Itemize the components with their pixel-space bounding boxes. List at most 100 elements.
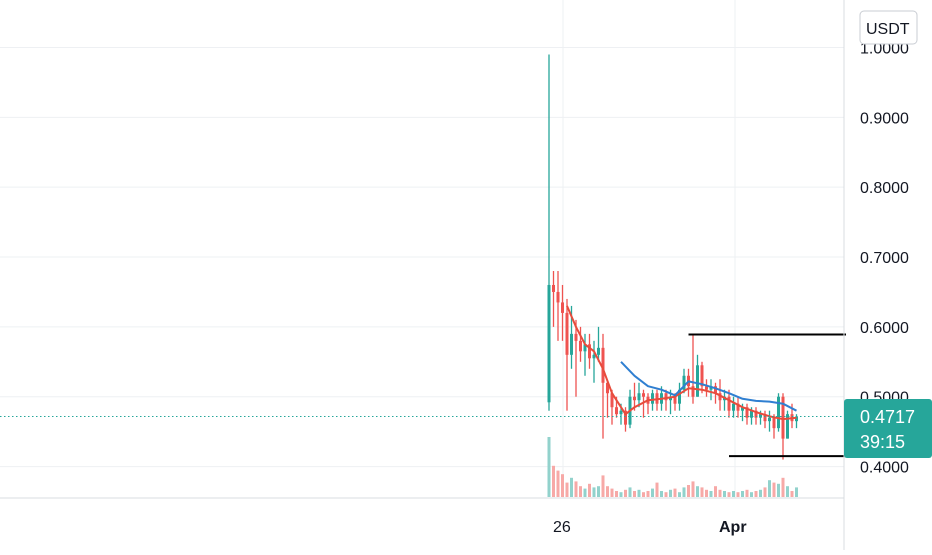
candle-body	[777, 396, 780, 429]
candle	[592, 340, 596, 383]
volume-bar	[624, 489, 627, 497]
candle-body	[583, 344, 587, 352]
volume-bar	[678, 492, 681, 497]
candle-body	[624, 410, 627, 425]
candle-body	[795, 416, 798, 422]
volume-bar	[700, 487, 704, 497]
candle	[696, 354, 699, 397]
moving-average-fast-line	[566, 305, 797, 421]
candle	[606, 382, 609, 418]
candle-body	[682, 375, 686, 390]
candle	[732, 396, 735, 418]
volume-bar	[736, 492, 740, 497]
volume-bar	[669, 489, 672, 497]
volume-bar	[561, 474, 564, 497]
candle-body	[727, 396, 731, 411]
time-axis-tick-label: 26	[553, 519, 571, 536]
time-axis-tick-label: Apr	[719, 519, 747, 536]
candle-body	[606, 382, 609, 394]
candle	[736, 396, 740, 418]
candle	[727, 389, 731, 418]
candle	[556, 271, 560, 341]
candle	[777, 393, 780, 432]
candle-body	[642, 393, 645, 397]
candle-body	[570, 333, 573, 355]
candle	[682, 368, 686, 394]
candle	[678, 382, 681, 411]
current-price-value: 0.4717	[860, 407, 915, 427]
currency-button-label[interactable]: USDT	[866, 21, 910, 38]
candle-body	[556, 291, 560, 303]
price-axis-tick-label: 0.9000	[860, 110, 909, 127]
volume-bar	[772, 482, 776, 497]
candle-body	[664, 393, 668, 401]
price-axis-tick-label: 0.7000	[860, 250, 909, 267]
volume-bar	[754, 491, 758, 497]
candle	[700, 361, 704, 394]
candle-body	[718, 393, 722, 401]
candle	[705, 379, 708, 397]
price-axis[interactable]: 1.00000.90000.80000.70000.60000.50000.40…	[860, 40, 909, 476]
candle-body	[673, 396, 677, 404]
candle	[768, 410, 771, 432]
volume-bar	[610, 488, 614, 497]
volume-bar	[759, 489, 762, 497]
candle-body	[705, 386, 708, 390]
volume-bar	[691, 481, 695, 497]
volume-bar	[655, 482, 659, 497]
volume-bar	[583, 488, 587, 497]
candle	[597, 326, 600, 362]
volume-bar	[601, 475, 605, 497]
candle-body	[754, 410, 758, 418]
current-price-label: 0.4717 39:15	[844, 399, 932, 458]
candle	[588, 333, 591, 369]
candle	[610, 389, 614, 425]
candle-body	[565, 312, 569, 355]
candle-body	[772, 417, 776, 429]
candle-body	[763, 414, 767, 422]
currency-button[interactable]: USDT	[859, 10, 918, 45]
candle	[786, 410, 789, 439]
volume-bar	[570, 477, 573, 497]
candle	[691, 333, 695, 404]
price-axis-tick-label: 1.0000	[860, 40, 909, 57]
volume-bar	[588, 483, 591, 497]
price-axis-tick-label: 0.4000	[860, 460, 909, 477]
volume-bar	[723, 491, 726, 497]
candle	[709, 379, 713, 401]
volume-bar	[642, 492, 645, 497]
candle	[552, 271, 555, 327]
candle-body	[709, 386, 713, 390]
volume-bar	[795, 487, 798, 497]
volume-bar	[673, 488, 677, 497]
volume-bar	[651, 488, 654, 497]
candle-body	[736, 403, 740, 411]
candle-body	[669, 396, 672, 401]
moving-averages	[566, 305, 797, 421]
currency-button-box[interactable]	[859, 10, 918, 45]
candle	[579, 326, 582, 362]
candle-body	[552, 284, 555, 292]
volume-bar	[619, 492, 623, 497]
candle	[642, 389, 645, 418]
candle	[561, 284, 564, 341]
candle	[574, 319, 578, 397]
price-axis-tick-label: 0.6000	[860, 320, 909, 337]
candle-body	[610, 393, 614, 408]
volume-bar	[565, 482, 569, 497]
candle-body	[786, 414, 789, 439]
volume-bar	[790, 491, 794, 497]
volume-bar	[786, 486, 789, 497]
volume-bar	[628, 487, 632, 497]
volume-bar	[714, 486, 717, 497]
candle-body	[561, 302, 564, 313]
candle-body	[678, 389, 681, 404]
volume-bar	[727, 492, 731, 497]
time-axis[interactable]: 26 Apr	[553, 519, 747, 536]
candle-body	[781, 396, 785, 439]
candle	[601, 333, 605, 439]
candle-countdown: 39:15	[860, 432, 905, 452]
grid	[0, 0, 844, 498]
